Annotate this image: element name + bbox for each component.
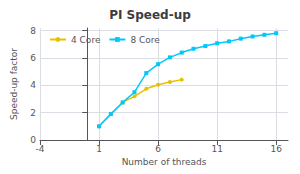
svg-text:8: 8 <box>30 26 36 36</box>
svg-text:8 Core: 8 Core <box>130 35 160 45</box>
svg-text:0: 0 <box>30 135 36 145</box>
svg-text:PI Speed-up: PI Speed-up <box>109 8 191 22</box>
svg-text:2: 2 <box>30 108 36 118</box>
svg-text:6: 6 <box>30 53 36 63</box>
svg-text:Speed-up factor: Speed-up factor <box>9 48 19 120</box>
svg-text:4 Core: 4 Core <box>71 35 101 45</box>
svg-text:1: 1 <box>96 144 102 154</box>
svg-text:-4: -4 <box>36 144 45 154</box>
svg-text:6: 6 <box>155 144 161 154</box>
svg-text:11: 11 <box>211 144 222 154</box>
svg-text:16: 16 <box>270 144 282 154</box>
svg-text:4: 4 <box>30 80 36 90</box>
svg-text:Number of threads: Number of threads <box>122 157 207 167</box>
